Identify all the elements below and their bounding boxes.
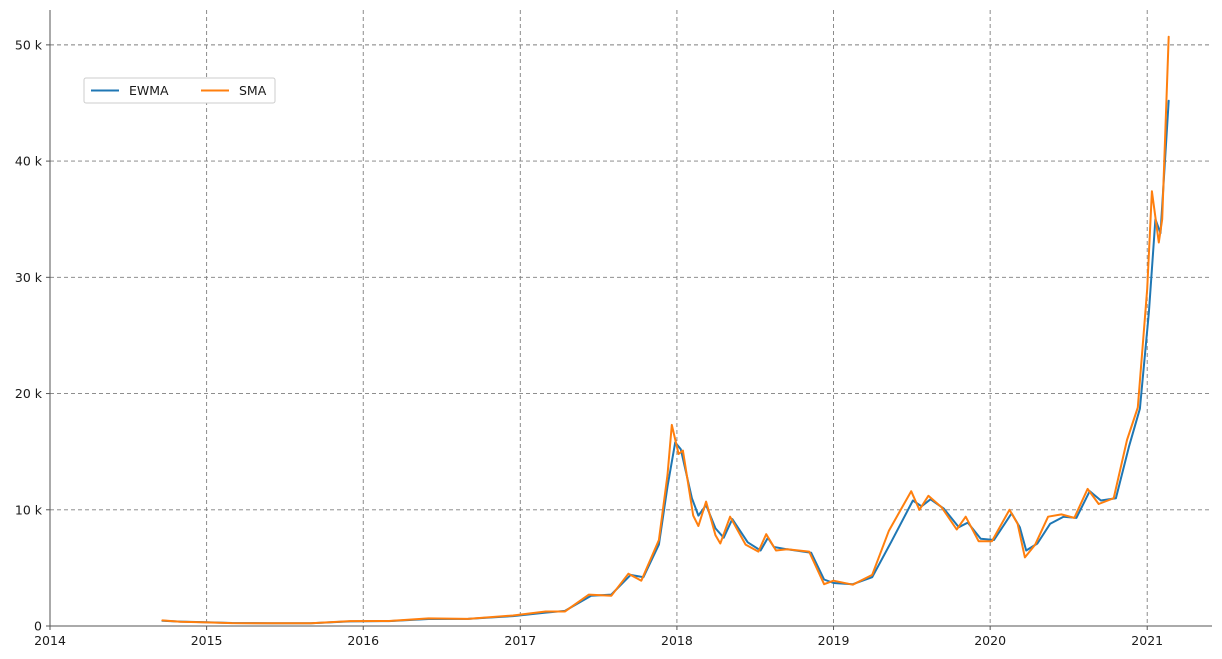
series-line-sma <box>161 35 1170 625</box>
axes <box>49 10 1212 627</box>
x-tick-label: 2014 <box>34 633 66 648</box>
y-tick-label: 0 <box>34 619 42 634</box>
series-lines <box>161 35 1170 625</box>
y-tick-label: 40 k <box>15 154 43 169</box>
x-tick-label: 2019 <box>818 633 850 648</box>
grid-lines <box>50 10 1212 626</box>
series-line-ewma <box>161 99 1170 625</box>
x-tick-label: 2017 <box>504 633 536 648</box>
legend-label-sma: SMA <box>239 83 267 98</box>
x-tick-label: 2018 <box>661 633 693 648</box>
x-tick-label: 2021 <box>1131 633 1163 648</box>
x-tick-label: 2020 <box>974 633 1006 648</box>
legend-label-ewma: EWMA <box>129 83 169 98</box>
x-tick-label: 2015 <box>191 633 223 648</box>
tick-labels: 0 10 k 20 k 30 k 40 k 50 k 2014 2015 2016 2017 201… <box>15 37 1163 648</box>
y-tick-label: 50 k <box>15 37 43 52</box>
x-tick-label: 2016 <box>347 633 379 648</box>
legend: EWMA SMA <box>83 77 276 104</box>
y-tick-label: 10 k <box>15 502 43 517</box>
y-tick-label: 30 k <box>15 270 43 285</box>
legend-box <box>83 77 276 104</box>
y-tick-label: 20 k <box>15 386 43 401</box>
